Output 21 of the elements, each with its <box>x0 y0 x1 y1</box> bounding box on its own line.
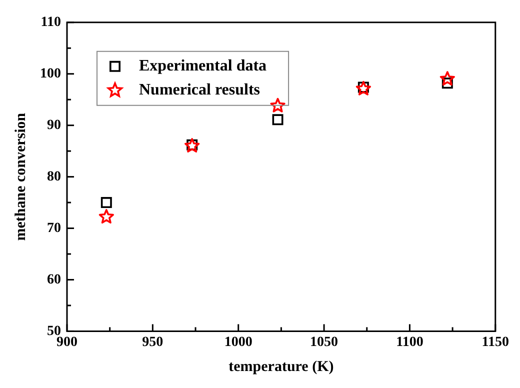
x-axis-title: temperature (K) <box>228 358 334 375</box>
x-tick-label: 1050 <box>310 335 338 350</box>
legend-label: Numerical results <box>139 82 260 99</box>
x-tick-label: 1100 <box>396 335 424 350</box>
y-tick-label: 100 <box>40 66 61 82</box>
point <box>272 114 284 126</box>
point <box>98 209 114 224</box>
x-tick-label: 1150 <box>482 335 510 350</box>
y-tick-label: 110 <box>40 15 61 30</box>
y-tick-label: 90 <box>47 118 61 133</box>
point <box>100 197 112 208</box>
x-tick-label: 900 <box>56 335 78 350</box>
x-tick-label: 1000 <box>224 335 252 350</box>
y-tick-label: 60 <box>47 272 61 288</box>
legend-label: Experimental data <box>139 58 267 75</box>
point <box>270 98 286 112</box>
x-tick-label: 950 <box>142 335 164 350</box>
y-tick-label: 70 <box>47 220 61 236</box>
point <box>440 71 455 86</box>
y-axis-title: methane conversion <box>12 112 29 241</box>
y-tick-label: 80 <box>47 169 61 184</box>
